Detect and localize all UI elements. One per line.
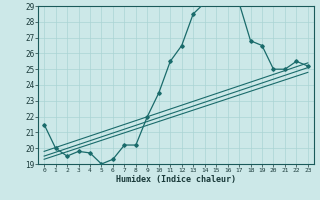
X-axis label: Humidex (Indice chaleur): Humidex (Indice chaleur) bbox=[116, 175, 236, 184]
